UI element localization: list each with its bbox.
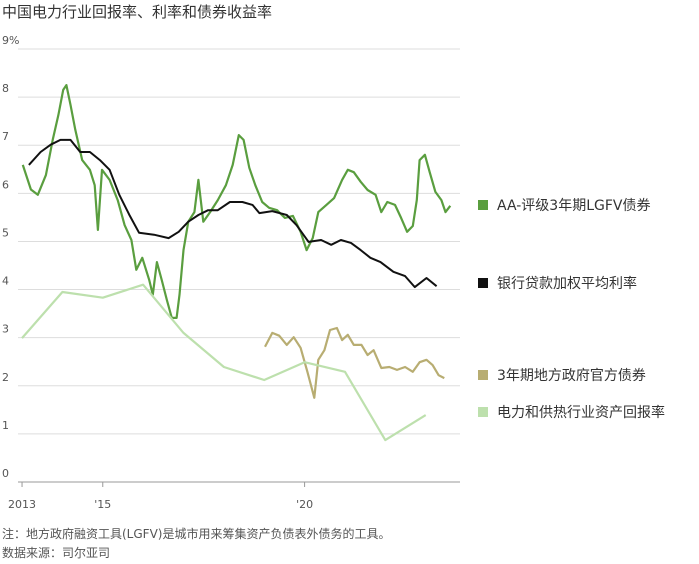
x-tick-label: '15 [94,498,111,511]
source: 数据来源：司尔亚司 [2,545,110,560]
series-line [28,138,438,289]
series-line [264,326,445,399]
y-tick-label: 2 [2,371,9,384]
y-tick-label: 3 [2,323,9,336]
y-tick-label: 0 [2,467,9,480]
chart-title: 中国电力行业回报率、利率和债券收益率 [2,3,272,21]
legend-label: 电力和供热行业资产回报率 [497,404,665,421]
legend-swatch [478,370,488,380]
y-tick-label: 9% [2,34,19,47]
series-line [21,283,427,442]
y-tick-label: 5 [2,226,9,239]
x-tick-label: '20 [296,498,313,511]
legend-swatch [478,200,488,210]
series-line [21,83,452,319]
legend-swatch [478,278,488,288]
y-tick-label: 1 [2,419,9,432]
y-tick-label: 4 [2,275,9,288]
y-tick-label: 6 [2,178,9,191]
legend-label: AA-评级3年期LGFV债券 [497,198,650,214]
legend-label: 银行贷款加权平均利率 [497,275,637,292]
legend-swatch [478,407,488,417]
legend-label: 3年期地方政府官方债券 [497,368,646,384]
y-tick-label: 7 [2,130,9,143]
note: 注：地方政府融资工具(LGFV)是城市用来筹集资产负债表外债务的工具。 [2,526,390,541]
y-tick-label: 8 [2,82,9,95]
x-tick-label: 2013 [8,498,36,511]
